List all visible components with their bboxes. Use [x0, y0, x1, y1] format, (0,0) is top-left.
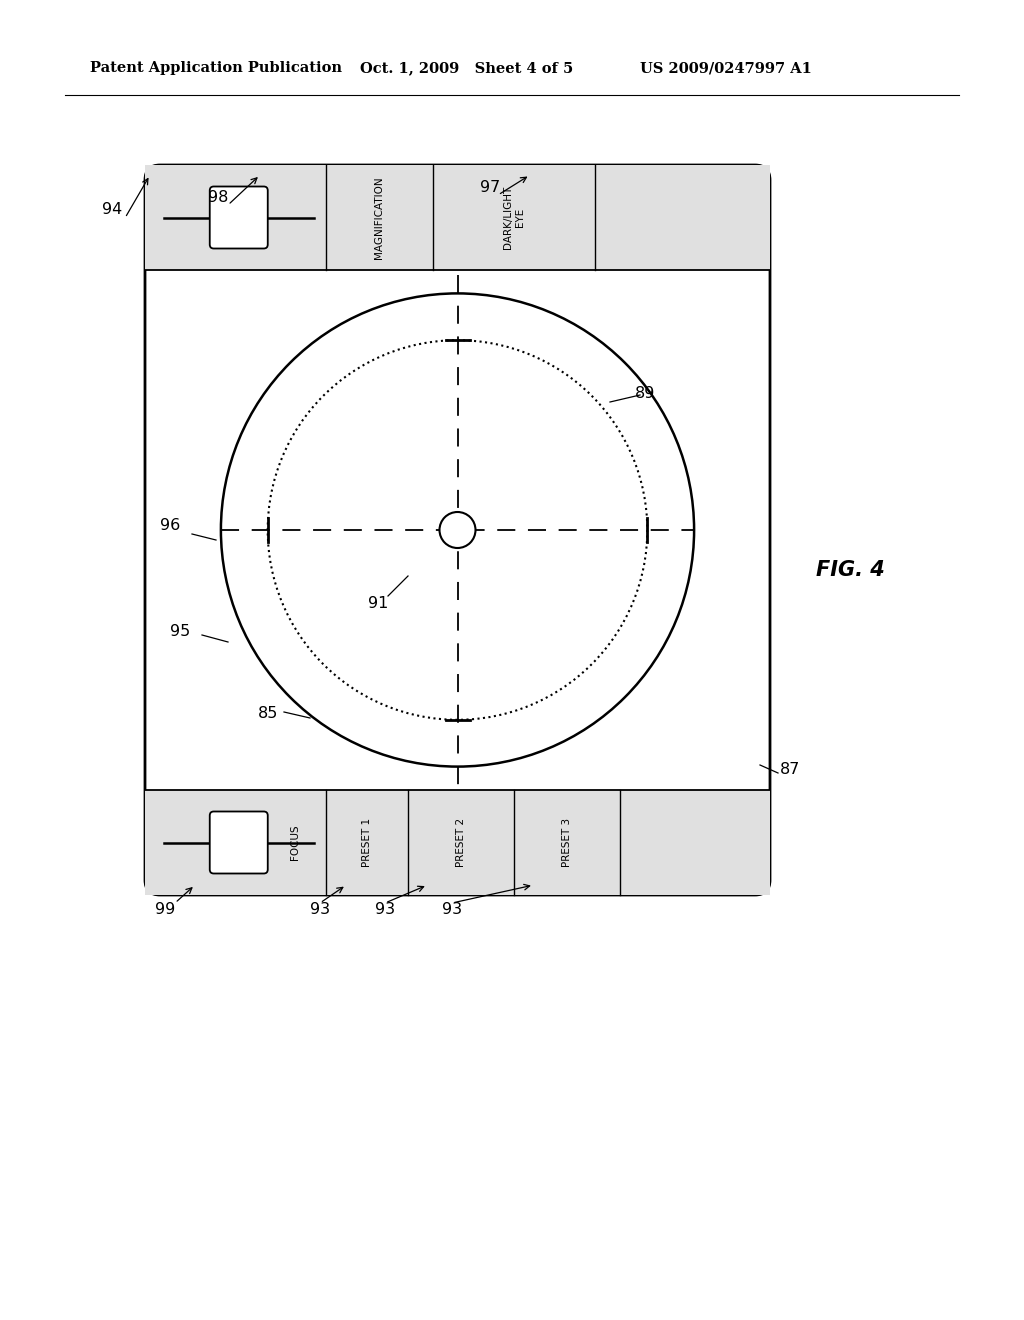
Bar: [145, 165, 770, 271]
Text: 94: 94: [101, 202, 122, 218]
FancyBboxPatch shape: [145, 165, 770, 895]
Text: 96: 96: [160, 519, 180, 533]
Circle shape: [221, 293, 694, 767]
Text: US 2009/0247997 A1: US 2009/0247997 A1: [640, 61, 812, 75]
Text: FIG. 4: FIG. 4: [816, 560, 885, 579]
Text: 87: 87: [780, 763, 800, 777]
Text: 93: 93: [442, 903, 462, 917]
Text: PRESET 2: PRESET 2: [456, 818, 466, 867]
Circle shape: [439, 512, 475, 548]
Text: 93: 93: [375, 903, 395, 917]
Text: 89: 89: [635, 385, 655, 400]
Text: FOCUS: FOCUS: [290, 825, 300, 861]
FancyBboxPatch shape: [210, 812, 267, 874]
Text: 97: 97: [480, 181, 500, 195]
Text: 93: 93: [310, 903, 330, 917]
Text: 99: 99: [155, 903, 175, 917]
Text: DARK/LIGHT
EYE: DARK/LIGHT EYE: [503, 186, 524, 249]
Text: PRESET 1: PRESET 1: [361, 818, 372, 867]
Text: Oct. 1, 2009   Sheet 4 of 5: Oct. 1, 2009 Sheet 4 of 5: [360, 61, 573, 75]
Bar: [145, 789, 770, 895]
Text: Patent Application Publication: Patent Application Publication: [90, 61, 342, 75]
Text: 95: 95: [170, 624, 190, 639]
Text: PRESET 3: PRESET 3: [562, 818, 571, 867]
Text: 98: 98: [208, 190, 228, 206]
FancyBboxPatch shape: [210, 186, 267, 248]
Text: 91: 91: [368, 597, 388, 611]
Text: 85: 85: [258, 706, 279, 722]
Text: MAGNIFICATION: MAGNIFICATION: [375, 176, 384, 259]
